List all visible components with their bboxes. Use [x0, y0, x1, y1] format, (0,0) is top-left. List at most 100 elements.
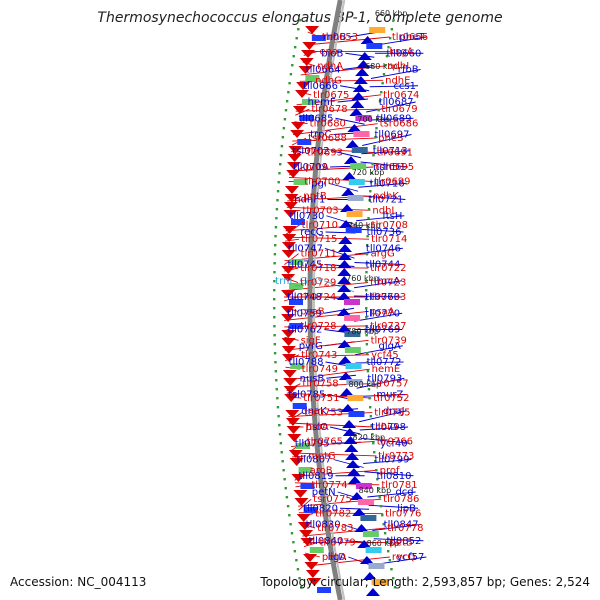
gene-label[interactable]: metG [308, 451, 336, 462]
plus-gene-arrow[interactable] [303, 554, 318, 562]
gene-label[interactable]: tll0716 [370, 178, 405, 189]
gene-label[interactable]: tll0747 [288, 243, 323, 254]
minus-gene-arrow[interactable] [365, 588, 380, 596]
plus-gene-arrow[interactable] [288, 450, 303, 458]
gene-label[interactable]: hslO [306, 422, 328, 433]
gene-label[interactable]: tlr0733 [370, 292, 406, 303]
gene-block[interactable] [296, 443, 311, 449]
gene-block[interactable] [300, 483, 315, 489]
gene-label[interactable]: tsl0702 [292, 146, 329, 157]
plus-gene-arrow[interactable] [282, 370, 297, 378]
gene-label[interactable]: hemF [308, 97, 336, 108]
gene-label[interactable]: tlr0718 [300, 263, 336, 274]
gene-block[interactable] [298, 467, 313, 473]
gene-label[interactable]: rnhB [323, 32, 347, 43]
plus-gene-arrow[interactable] [291, 474, 306, 482]
plus-gene-arrow[interactable] [284, 394, 299, 402]
gene-label[interactable]: psaB [300, 306, 325, 317]
gene-label[interactable]: tll0820 [303, 503, 338, 514]
minus-gene-arrow[interactable] [337, 340, 352, 348]
gene-label[interactable]: tlr0703 [302, 205, 338, 216]
gene-label[interactable]: petD [322, 552, 346, 563]
gene-label[interactable]: tll0847 [384, 520, 419, 531]
gene-label[interactable]: recQ [392, 552, 416, 563]
gene-label[interactable]: tlr0765 [307, 436, 343, 447]
gene-label[interactable]: tlr0678 [311, 104, 347, 115]
plus-gene-arrow[interactable] [281, 242, 296, 250]
gene-label[interactable]: tll0795 [295, 438, 330, 449]
gene-label[interactable]: tlr0786 [383, 494, 419, 505]
gene-label[interactable]: tll0760 [365, 292, 400, 303]
gene-label[interactable]: tll0799 [375, 455, 410, 466]
plus-gene-arrow[interactable] [288, 146, 303, 154]
minus-gene-arrow[interactable] [343, 436, 358, 444]
gene-label[interactable]: tll0689 [377, 113, 412, 124]
gene-label[interactable]: tlr0751 [303, 393, 339, 404]
gene-block[interactable] [293, 179, 308, 185]
gene-label[interactable]: tlr0723 [370, 278, 406, 289]
plus-gene-arrow[interactable] [293, 490, 308, 498]
minus-gene-arrow[interactable] [340, 204, 355, 212]
gene-block[interactable] [360, 515, 377, 521]
gene-block[interactable] [289, 259, 304, 265]
gene-label[interactable]: tlr0779 [319, 538, 355, 549]
gene-block[interactable] [368, 563, 385, 569]
gene-label[interactable]: tlr0715 [301, 234, 337, 245]
gene-label[interactable]: ndhF1 [294, 195, 325, 206]
plus-gene-arrow[interactable] [302, 42, 317, 50]
plus-gene-arrow[interactable] [284, 186, 299, 194]
gene-block[interactable] [344, 299, 361, 305]
gene-label[interactable]: tsr0775 [313, 494, 352, 505]
minus-gene-arrow[interactable] [341, 188, 356, 196]
gene-label[interactable]: tll0807 [297, 455, 332, 466]
plus-gene-arrow[interactable] [290, 122, 305, 130]
gene-block[interactable] [348, 179, 365, 185]
gene-block[interactable] [365, 547, 382, 553]
gene-label[interactable]: eno [319, 46, 338, 57]
plus-gene-arrow[interactable] [296, 82, 311, 90]
gene-label[interactable]: tll0793 [367, 373, 402, 384]
gene-label[interactable]: pntA [305, 162, 329, 173]
plus-gene-arrow[interactable] [294, 498, 309, 506]
gene-label[interactable]: petN [312, 487, 336, 498]
gene-label[interactable]: murZ [376, 390, 403, 401]
minus-gene-arrow[interactable] [343, 156, 358, 164]
gene-label[interactable]: tlr0680 [310, 119, 346, 130]
gene-block[interactable] [297, 139, 312, 145]
gene-label[interactable]: proA [305, 422, 328, 433]
gene-label[interactable]: tlr0776 [385, 509, 421, 520]
plus-gene-arrow[interactable] [299, 58, 314, 66]
minus-gene-arrow[interactable] [339, 220, 354, 228]
gene-block[interactable] [344, 347, 361, 353]
gene-label[interactable]: argG [371, 249, 395, 260]
plus-gene-arrow[interactable] [285, 418, 300, 426]
minus-gene-arrow[interactable] [342, 172, 357, 180]
gene-block[interactable] [289, 283, 304, 289]
gene-label[interactable]: glgA [379, 341, 401, 352]
minus-gene-arrow[interactable] [337, 268, 352, 276]
gene-label[interactable]: rfbB [398, 65, 419, 76]
gene-label[interactable]: ftsH [382, 211, 402, 222]
minus-gene-arrow[interactable] [337, 244, 352, 252]
gene-label[interactable]: pheT [399, 32, 425, 43]
gene-label[interactable]: tll0685 [299, 113, 334, 124]
gene-label[interactable]: tlr0783 [317, 523, 353, 534]
gene-label[interactable]: tll0687 [379, 97, 414, 108]
plus-gene-arrow[interactable] [282, 354, 297, 362]
plus-gene-arrow[interactable] [295, 90, 310, 98]
gene-label[interactable]: tlr0729 [300, 278, 336, 289]
minus-gene-arrow[interactable] [356, 60, 371, 68]
plus-gene-arrow[interactable] [282, 226, 297, 234]
plus-gene-arrow[interactable] [297, 522, 312, 530]
plus-gene-arrow[interactable] [305, 26, 320, 34]
gene-label[interactable]: tlr0675 [313, 90, 349, 101]
plus-gene-arrow[interactable] [283, 210, 298, 218]
plus-gene-arrow[interactable] [283, 386, 298, 394]
plus-gene-arrow[interactable] [287, 434, 302, 442]
gene-block[interactable] [369, 27, 386, 33]
gene-label[interactable]: hrcA [378, 276, 401, 287]
plus-gene-arrow[interactable] [300, 538, 315, 546]
minus-gene-arrow[interactable] [352, 508, 367, 516]
gene-label[interactable]: tll0852 [386, 536, 421, 547]
gene-label[interactable]: lipB [397, 503, 416, 514]
